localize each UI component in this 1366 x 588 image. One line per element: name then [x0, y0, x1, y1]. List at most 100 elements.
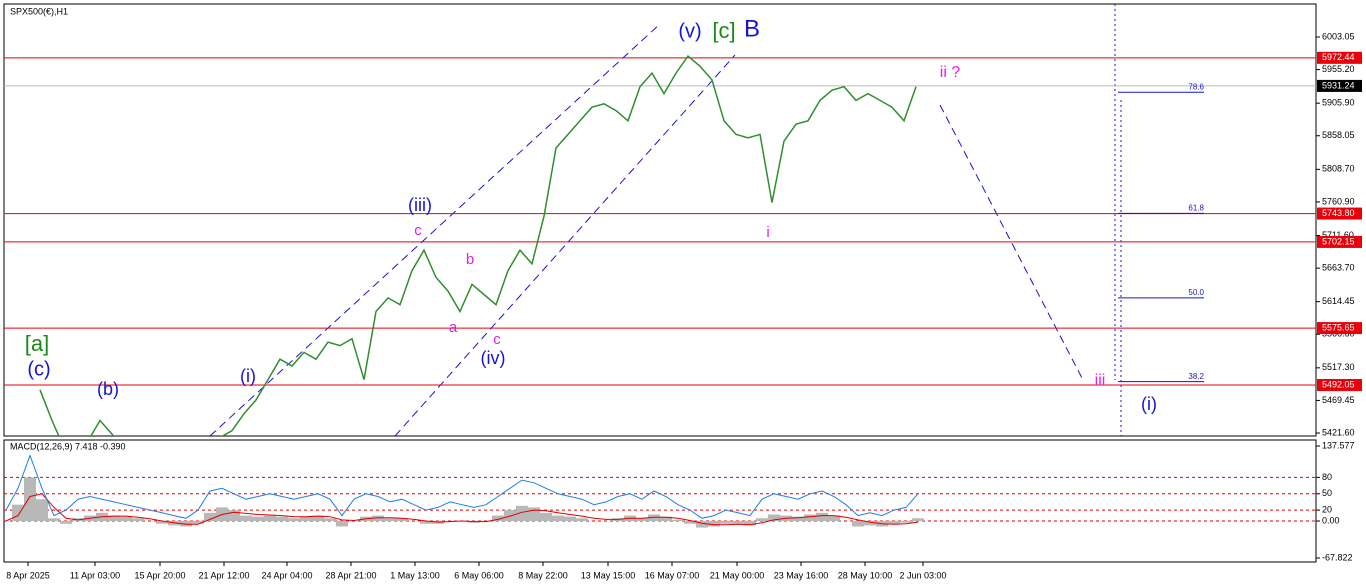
wave-label: ii ? — [940, 64, 961, 81]
level-tag — [1317, 207, 1362, 220]
x-tick-label: 8 Apr 2025 — [6, 570, 50, 580]
histogram-bar — [48, 518, 60, 522]
histogram-bar — [888, 521, 900, 524]
wave-label: B — [744, 15, 760, 42]
wave-label: (b) — [97, 379, 119, 399]
x-tick-label: 13 May 15:00 — [581, 570, 636, 580]
macd-plot — [5, 454, 924, 528]
y-tick-label: 5711.60 — [1322, 230, 1354, 240]
histogram-bar — [516, 505, 528, 522]
histogram-bar — [684, 521, 696, 524]
histogram-bar — [564, 516, 576, 522]
histogram-bar — [504, 510, 516, 522]
fib-label: 50.0 — [1188, 288, 1204, 297]
x-tick-label: 16 May 07:00 — [645, 570, 700, 580]
level-label: 5972.44 — [1322, 52, 1355, 62]
histogram-bar — [120, 516, 132, 522]
histogram-bar — [552, 515, 564, 522]
x-tick-label: 23 May 16:00 — [774, 570, 829, 580]
wave-label: (i) — [240, 366, 256, 386]
x-tick-label: 11 Apr 03:00 — [70, 570, 120, 580]
histogram-bar — [576, 518, 588, 522]
x-tick-label: 8 May 22:00 — [518, 570, 568, 580]
histogram-bar — [336, 521, 348, 527]
current-price-label: 5931.24 — [1322, 80, 1355, 90]
histogram-bar — [312, 515, 324, 522]
histogram-bar — [912, 518, 924, 522]
y-tick-label: 5808.70 — [1322, 164, 1355, 174]
wave-label: b — [466, 251, 474, 268]
y-tick-label: 5955.20 — [1322, 64, 1355, 74]
wave-label: [c] — [712, 18, 735, 43]
symbol: SPX500(€),H1 — [10, 6, 68, 16]
level-tag — [1317, 322, 1362, 335]
level-tag — [1317, 379, 1362, 392]
histogram-bar — [60, 521, 72, 524]
channel — [209, 23, 1083, 436]
y-tick-label: 137.577 — [1322, 440, 1355, 450]
price-panel — [3, 3, 1317, 437]
level-label: 5743.80 — [1322, 208, 1355, 218]
y-tick-label: 5905.90 — [1322, 98, 1355, 108]
histogram-bar — [420, 521, 432, 524]
histogram-bar — [720, 521, 732, 524]
histogram-bar — [744, 521, 756, 526]
histogram-bar — [540, 512, 552, 522]
histogram-bar — [792, 516, 804, 522]
histogram-bar — [816, 512, 828, 522]
histogram-bar — [288, 518, 300, 522]
x-tick-label: 21 May 00:00 — [710, 570, 765, 580]
histogram-bar — [900, 521, 912, 523]
wave-label: (iii) — [408, 195, 432, 215]
histogram-bar — [636, 518, 648, 522]
histogram-bar — [804, 514, 816, 522]
histogram-bar — [276, 516, 288, 522]
histogram-bar — [132, 518, 144, 522]
price-line — [39, 54, 917, 436]
wave-label: (v) — [678, 20, 701, 42]
level-tag — [1317, 235, 1362, 248]
histogram-bar — [528, 507, 540, 522]
y-tick-label: 5663.70 — [1322, 262, 1355, 272]
histogram-bar — [252, 516, 264, 522]
macd-line — [5, 454, 919, 519]
wave-label: (i) — [1141, 394, 1157, 414]
histogram-bar — [864, 521, 876, 526]
wave-label: a — [449, 319, 458, 336]
wave-label: c — [493, 331, 501, 348]
level-tag — [1317, 51, 1362, 64]
histogram-bar — [768, 514, 780, 522]
wave-label: [a] — [25, 331, 49, 356]
fib-label: 38.2 — [1188, 372, 1204, 381]
histogram-bar — [324, 518, 336, 522]
histogram-bar — [228, 510, 240, 522]
y-tick-label: 0.00 — [1322, 515, 1340, 525]
histogram-bar — [372, 515, 384, 522]
y-tick-label: 5760.90 — [1322, 196, 1355, 206]
wave-label: c — [414, 222, 422, 239]
histogram-bar — [660, 516, 672, 522]
vertical-markers — [1114, 4, 1122, 436]
x-tick-label: 6 May 06:00 — [454, 570, 504, 580]
x-tick-label: 28 Apr 21:00 — [325, 570, 376, 580]
histogram-bar — [492, 515, 504, 522]
histogram-bar — [396, 518, 408, 522]
histogram-bar — [852, 521, 864, 527]
histogram-bar — [708, 521, 720, 527]
wave-label: (iv) — [481, 348, 506, 368]
y-tick-label: 80 — [1322, 472, 1332, 482]
y-tick-label: 5614.45 — [1322, 296, 1355, 306]
histogram-bar — [240, 515, 252, 522]
histogram-bar — [180, 521, 192, 527]
histogram-bar — [732, 521, 744, 524]
histogram-bar — [24, 477, 36, 522]
y-tick-label: 5517.30 — [1322, 362, 1355, 372]
x-tick-label: 2 Jun 03:00 — [899, 570, 946, 580]
histogram-bar — [12, 504, 24, 522]
histogram-bar — [384, 518, 396, 522]
x-tick-label: 15 Apr 20:00 — [134, 570, 185, 580]
histogram-bar — [204, 512, 216, 522]
current-price-tag — [1317, 79, 1362, 92]
y-tick-label: 5858.05 — [1322, 130, 1355, 140]
